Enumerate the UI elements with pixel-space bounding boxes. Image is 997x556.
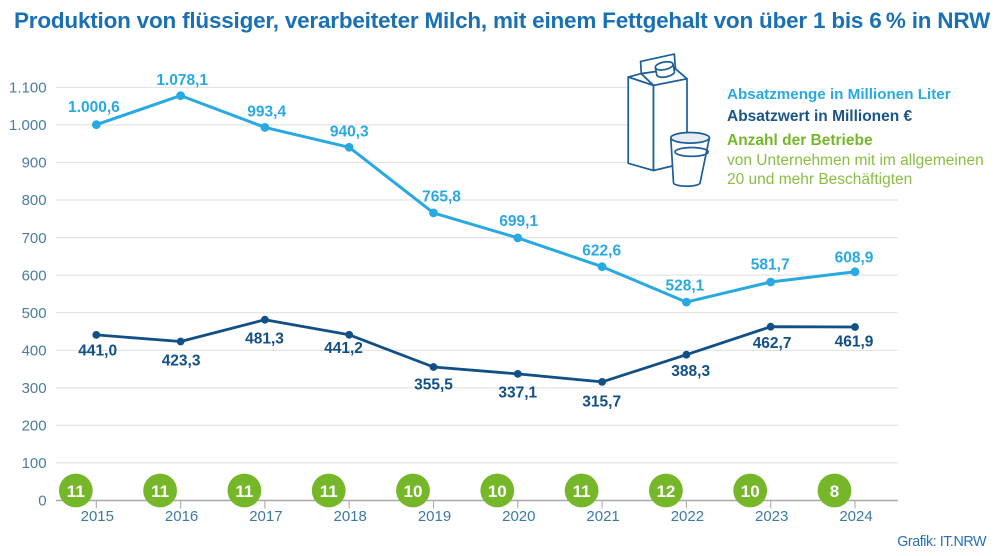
- svg-text:800: 800: [22, 192, 47, 209]
- svg-text:940,3: 940,3: [330, 124, 369, 141]
- svg-text:441,0: 441,0: [78, 343, 117, 360]
- svg-text:337,1: 337,1: [498, 385, 537, 402]
- svg-text:355,5: 355,5: [414, 376, 453, 393]
- svg-text:2017: 2017: [249, 508, 282, 525]
- svg-text:423,3: 423,3: [162, 352, 201, 369]
- svg-text:462,7: 462,7: [753, 335, 792, 352]
- svg-text:2021: 2021: [586, 508, 619, 525]
- svg-text:10: 10: [741, 482, 760, 501]
- svg-text:0: 0: [38, 493, 46, 510]
- svg-text:481,3: 481,3: [245, 331, 284, 348]
- svg-text:200: 200: [22, 418, 47, 435]
- svg-text:500: 500: [22, 305, 47, 322]
- svg-text:2020: 2020: [502, 508, 535, 525]
- svg-text:2023: 2023: [755, 508, 788, 525]
- svg-text:581,7: 581,7: [751, 257, 790, 274]
- svg-text:622,6: 622,6: [582, 242, 621, 259]
- svg-text:10: 10: [404, 482, 423, 501]
- svg-text:400: 400: [22, 343, 47, 360]
- svg-text:441,2: 441,2: [324, 340, 363, 357]
- svg-text:100: 100: [22, 455, 47, 472]
- svg-text:2015: 2015: [81, 508, 114, 525]
- svg-text:315,7: 315,7: [582, 394, 621, 411]
- svg-text:2019: 2019: [418, 508, 451, 525]
- svg-text:993,4: 993,4: [247, 104, 286, 121]
- svg-text:1.000,6: 1.000,6: [68, 99, 120, 116]
- svg-text:8: 8: [830, 482, 839, 501]
- svg-text:700: 700: [22, 230, 47, 247]
- svg-text:1.100: 1.100: [9, 80, 47, 97]
- svg-text:461,9: 461,9: [835, 334, 874, 351]
- svg-text:11: 11: [235, 482, 253, 501]
- svg-text:608,9: 608,9: [835, 249, 874, 266]
- svg-text:1.000: 1.000: [9, 117, 47, 134]
- svg-text:2016: 2016: [165, 508, 198, 525]
- svg-text:11: 11: [67, 482, 85, 501]
- svg-text:600: 600: [22, 267, 47, 284]
- svg-text:2018: 2018: [334, 508, 367, 525]
- svg-text:765,8: 765,8: [422, 188, 461, 205]
- svg-text:11: 11: [320, 482, 338, 501]
- svg-text:900: 900: [22, 155, 47, 172]
- svg-text:10: 10: [488, 482, 507, 501]
- svg-text:528,1: 528,1: [666, 277, 705, 294]
- svg-text:11: 11: [573, 482, 591, 501]
- svg-text:2024: 2024: [839, 508, 872, 525]
- svg-text:699,1: 699,1: [499, 213, 538, 230]
- svg-text:11: 11: [151, 482, 169, 501]
- svg-text:300: 300: [22, 380, 47, 397]
- svg-text:12: 12: [656, 482, 675, 501]
- svg-text:Grafik: IT.NRW: Grafik: IT.NRW: [897, 534, 987, 550]
- svg-text:1.078,1: 1.078,1: [156, 72, 208, 89]
- svg-text:388,3: 388,3: [671, 363, 710, 380]
- svg-text:2022: 2022: [671, 508, 704, 525]
